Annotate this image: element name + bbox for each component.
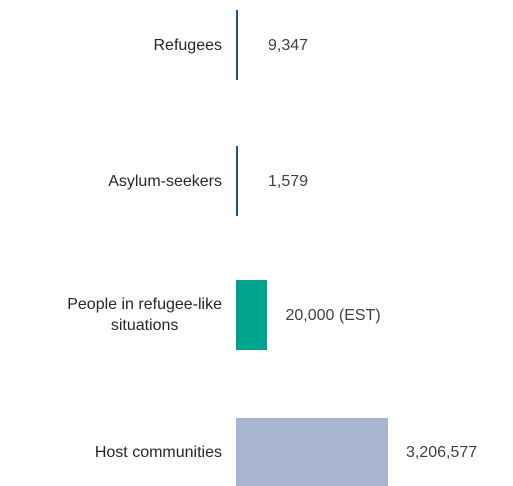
category-label: Refugees [153, 36, 223, 54]
bar [236, 418, 388, 486]
bar [236, 146, 238, 216]
bar [236, 10, 238, 80]
category-label: Host communities [94, 443, 222, 461]
category-label: People in refugee-like situations [67, 296, 222, 334]
value-label: 20,000 (EST) [285, 306, 381, 324]
value-label: 1,579 [268, 172, 309, 190]
value-label: 9,347 [268, 36, 309, 54]
bar [236, 280, 268, 350]
category-label: Asylum-seekers [108, 172, 222, 190]
value-label: 3,206,577 [406, 443, 478, 461]
